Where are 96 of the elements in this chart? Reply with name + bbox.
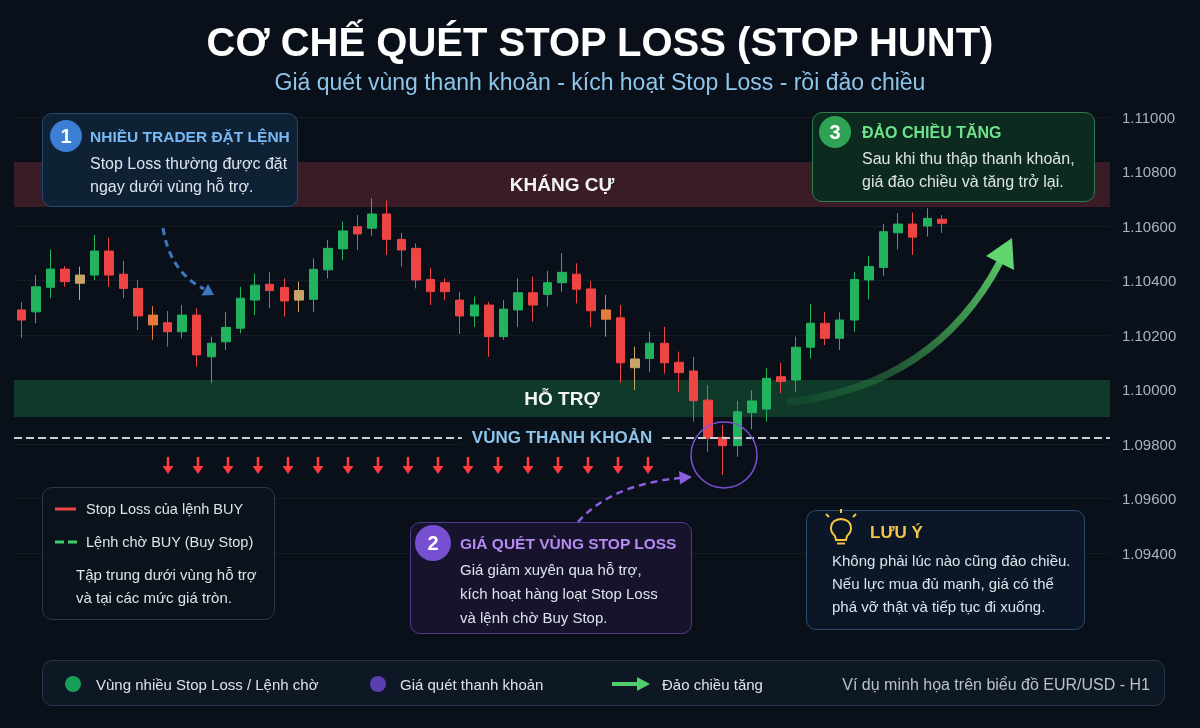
candlestick — [207, 336, 216, 384]
y-tick-label: 1.10600 — [1122, 217, 1177, 235]
candlestick — [601, 294, 611, 338]
candlestick — [630, 346, 640, 391]
candlestick — [250, 272, 260, 316]
candlestick — [543, 270, 552, 308]
candlestick — [703, 384, 713, 453]
candlestick — [937, 214, 947, 234]
candlestick — [60, 265, 70, 288]
candlestick — [908, 212, 917, 256]
y-tick-label: 1.09600 — [1122, 490, 1177, 507]
y-tick-label: 1.10000 — [1122, 381, 1177, 398]
candlestick — [119, 260, 128, 299]
annotation: 2 — [427, 531, 439, 555]
candlestick — [148, 305, 158, 341]
annotation: NHIỀU TRADER ĐẶT LỆNH — [90, 126, 290, 147]
band-label: HỖ TRỢ — [524, 387, 601, 409]
candlestick — [660, 326, 669, 374]
candlestick — [353, 214, 362, 251]
candlestick — [46, 248, 55, 299]
annotation: Sau khi thu thập thanh khoản, giá đảo chiều và tăng trở lại. — [862, 149, 1076, 192]
candlestick — [470, 296, 479, 328]
annotation: 1 — [60, 124, 72, 148]
y-tick-label: 1.11000 — [1122, 108, 1176, 126]
text: Giá giảm xuyên qua hỗ trợ, kích hoạt hàng loạt Stop Loss và lệnh chờ Buy Stop. — [460, 560, 659, 628]
candlestick — [528, 276, 538, 323]
y-tick-label: 1.10200 — [1122, 326, 1177, 344]
candlestick — [820, 311, 830, 346]
candlestick — [806, 303, 815, 359]
candlestick — [367, 197, 377, 237]
candlestick — [835, 311, 844, 351]
candlestick — [747, 389, 757, 430]
candlestick — [513, 277, 523, 328]
candlestick — [90, 234, 99, 281]
candlestick — [309, 257, 318, 313]
candlestick — [586, 280, 596, 328]
annotation: Không phải lúc nào cũng đảo chiều. Nếu lực mua đủ mạnh, giá có thể phá vỡ thật và tiếp tục đi xuống. — [832, 551, 1072, 617]
candlestick — [776, 362, 786, 394]
candlestick — [572, 262, 581, 304]
annotation: Stop Loss thường được đặt ngay dưới vùng hỗ trợ. — [90, 154, 289, 197]
text: Vùng nhiều Stop Loss / Lệnh chờ — [96, 674, 319, 695]
candlestick — [177, 304, 187, 339]
candlestick — [163, 310, 172, 348]
text: Đảo chiều tăng — [662, 674, 763, 695]
candlestick — [104, 237, 114, 288]
candlestick — [762, 367, 771, 423]
candlestick — [484, 301, 494, 358]
candlestick — [645, 331, 654, 373]
candlestick — [265, 271, 274, 309]
annotation: Stop Loss của lệnh BUY — [86, 499, 244, 519]
band-label: KHÁNG CỰ — [509, 173, 615, 195]
candlestick — [440, 277, 450, 301]
candlestick — [236, 286, 245, 334]
candlestick — [397, 232, 406, 268]
candlestick — [192, 307, 201, 368]
candlestick — [31, 274, 41, 324]
candlestick — [75, 266, 85, 301]
y-tick-label: 1.09800 — [1122, 435, 1177, 453]
y-tick-label: 1.09400 — [1122, 544, 1177, 562]
candlestick — [426, 267, 435, 306]
candlestick — [455, 291, 464, 335]
candlestick — [893, 212, 903, 250]
candlestick — [411, 242, 421, 289]
chart-title: CƠ CHẾ QUÉT STOP LOSS (STOP HUNT) — [205, 18, 995, 66]
candlestick — [221, 311, 231, 351]
candlestick — [17, 301, 26, 339]
candlestick — [557, 252, 567, 293]
annotation: ĐẢO CHIỀU TĂNG — [862, 122, 1002, 143]
y-tick-label: 1.10400 — [1122, 272, 1177, 289]
candlestick — [323, 239, 333, 279]
annotation: 3 — [829, 120, 841, 144]
candlestick — [499, 299, 508, 341]
candlestick — [294, 281, 304, 313]
candlestick — [718, 424, 727, 476]
candlestick — [923, 207, 932, 238]
candlestick — [674, 351, 684, 393]
candlestick — [133, 279, 143, 331]
candlestick — [382, 200, 391, 256]
chart-subtitle: Giá quét vùng thanh khoản - kích hoạt Stop Loss - rồi đảo chiều — [273, 68, 927, 96]
candlestick — [791, 336, 801, 393]
y-tick-label: 1.10800 — [1122, 163, 1177, 180]
candlestick — [616, 304, 625, 384]
text: Giá quét thanh khoản — [400, 674, 544, 695]
candlestick — [280, 277, 289, 318]
candlestick — [689, 356, 698, 423]
candlestick — [864, 255, 874, 300]
candlestick — [850, 271, 859, 333]
candlestick — [733, 400, 742, 458]
annotation: Lệnh chờ BUY (Buy Stop) — [86, 532, 254, 552]
text: Tập trung dưới vùng hỗ trợ và tại các mức giá tròn. — [76, 565, 258, 608]
candlestick — [338, 221, 348, 261]
annotation: GIÁ QUÉT VÙNG STOP LOSS — [460, 533, 677, 554]
annotation: LƯU Ý — [870, 521, 923, 544]
candlestick — [879, 223, 888, 277]
ref-line-label: VÙNG THANH KHOẢN — [471, 428, 653, 448]
text: Ví dụ minh họa trên biểu đồ EUR/USD - H1 — [842, 674, 1150, 695]
